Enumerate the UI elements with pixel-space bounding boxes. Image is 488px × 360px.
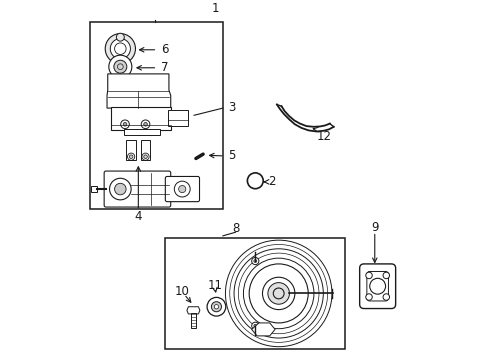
- Circle shape: [365, 272, 371, 279]
- Bar: [91, 186, 97, 192]
- Circle shape: [121, 120, 129, 129]
- Text: 3: 3: [228, 100, 235, 113]
- Circle shape: [178, 185, 185, 193]
- Polygon shape: [186, 307, 200, 314]
- Circle shape: [251, 257, 258, 265]
- Circle shape: [253, 324, 256, 327]
- Circle shape: [143, 122, 147, 126]
- Circle shape: [369, 278, 385, 294]
- Text: 4: 4: [134, 210, 142, 222]
- Text: 5: 5: [228, 149, 235, 162]
- Circle shape: [109, 55, 132, 78]
- Polygon shape: [251, 323, 275, 336]
- Circle shape: [114, 183, 126, 195]
- Circle shape: [214, 305, 218, 309]
- Bar: [165, 238, 345, 349]
- Text: 7: 7: [161, 61, 168, 74]
- Text: 8: 8: [231, 222, 239, 235]
- Circle shape: [141, 120, 149, 129]
- Bar: [123, 129, 160, 135]
- Circle shape: [251, 322, 258, 329]
- Polygon shape: [107, 74, 170, 108]
- Circle shape: [249, 264, 307, 323]
- Circle shape: [105, 33, 135, 64]
- Bar: [90, 22, 223, 209]
- FancyBboxPatch shape: [165, 176, 199, 202]
- Text: 1: 1: [211, 2, 219, 15]
- Circle shape: [365, 294, 371, 300]
- Circle shape: [206, 297, 225, 316]
- Circle shape: [382, 272, 389, 279]
- Bar: [190, 313, 196, 328]
- Text: 11: 11: [207, 279, 222, 292]
- Circle shape: [267, 283, 289, 304]
- Text: 10: 10: [175, 285, 190, 298]
- Text: 2: 2: [267, 175, 275, 188]
- Circle shape: [382, 294, 389, 300]
- Circle shape: [110, 39, 130, 59]
- Bar: [111, 107, 170, 130]
- Text: 9: 9: [370, 221, 378, 234]
- Circle shape: [143, 155, 147, 158]
- Circle shape: [116, 33, 124, 41]
- FancyBboxPatch shape: [104, 171, 170, 207]
- Circle shape: [211, 302, 221, 312]
- Circle shape: [262, 277, 294, 310]
- Text: 6: 6: [161, 43, 168, 56]
- Circle shape: [114, 60, 126, 73]
- Bar: [141, 140, 150, 160]
- Circle shape: [123, 122, 126, 126]
- Circle shape: [253, 260, 256, 262]
- FancyBboxPatch shape: [359, 264, 395, 309]
- FancyBboxPatch shape: [366, 271, 387, 301]
- Circle shape: [129, 155, 133, 158]
- Bar: [126, 140, 136, 160]
- Bar: [168, 110, 187, 126]
- Text: 12: 12: [316, 130, 331, 143]
